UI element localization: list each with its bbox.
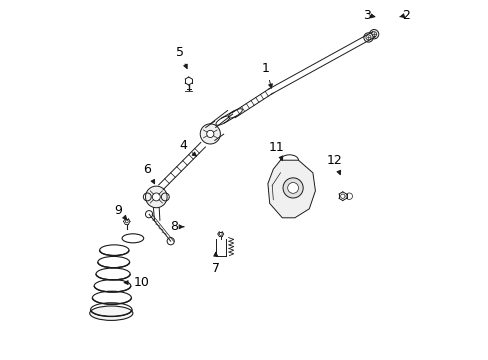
Circle shape xyxy=(368,30,378,39)
Polygon shape xyxy=(267,160,315,218)
Circle shape xyxy=(152,193,160,201)
Circle shape xyxy=(200,124,220,144)
Text: 4: 4 xyxy=(179,139,196,156)
Text: 6: 6 xyxy=(143,163,154,184)
Text: 2: 2 xyxy=(399,9,409,22)
Text: 10: 10 xyxy=(124,276,149,289)
Text: 7: 7 xyxy=(211,252,219,275)
Ellipse shape xyxy=(89,306,133,320)
Text: 5: 5 xyxy=(175,46,187,68)
Circle shape xyxy=(145,186,167,208)
Circle shape xyxy=(287,183,298,193)
Circle shape xyxy=(283,178,303,198)
Ellipse shape xyxy=(228,109,242,118)
Circle shape xyxy=(363,33,372,42)
Text: 3: 3 xyxy=(362,9,374,22)
Text: 11: 11 xyxy=(268,141,284,160)
Text: 8: 8 xyxy=(170,220,183,233)
Text: 9: 9 xyxy=(114,204,127,220)
Text: 12: 12 xyxy=(326,154,342,175)
Text: 1: 1 xyxy=(262,62,272,88)
Circle shape xyxy=(206,130,213,138)
